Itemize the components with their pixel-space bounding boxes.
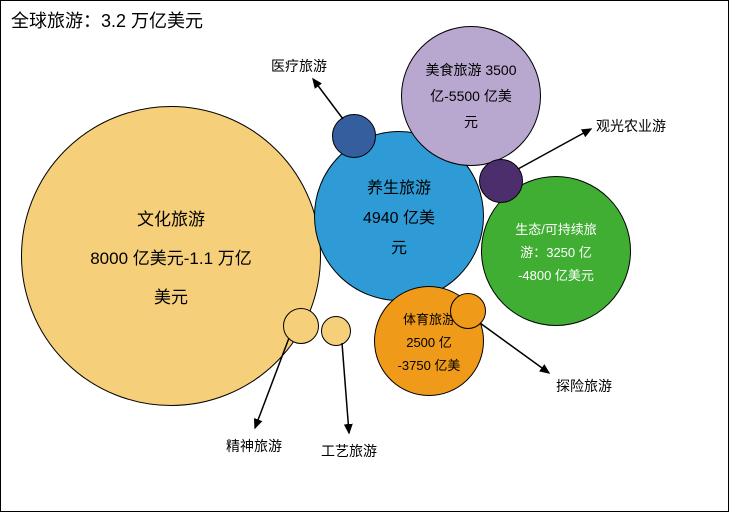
bubble-culinary-tourism: 美食旅游 3500 亿-5500 亿美 元 <box>401 26 541 166</box>
bubble-culinary-l2: 亿-5500 亿美 <box>430 86 512 106</box>
bubble-cultural-tourism: 文化旅游 8000 亿美元-1.1 万亿 美元 <box>21 106 321 406</box>
bubble-adventure-tourism <box>450 293 486 329</box>
bubble-culinary-l3: 元 <box>464 112 478 132</box>
bubble-sport-l1: 体育旅游 <box>403 309 455 328</box>
bubble-wellness-l1: 养生旅游 <box>367 174 431 198</box>
bubble-sport-l3: -3750 亿美 <box>398 355 461 374</box>
bubble-wellness-l2: 4940 亿美 <box>363 204 435 228</box>
bubble-cultural-l3: 美元 <box>154 283 188 308</box>
label-adventure-tourism: 探险旅游 <box>556 376 612 396</box>
chart-frame: 全球旅游：3.2 万亿美元 文化旅游 8000 亿美元-1.1 万亿 美元 养生… <box>0 0 729 512</box>
bubble-sport-l2: 2500 亿 <box>406 332 452 351</box>
label-medical-tourism: 医疗旅游 <box>271 56 327 76</box>
label-spiritual-tourism: 精神旅游 <box>226 436 282 456</box>
label-agritourism: 观光农业游 <box>596 116 666 136</box>
bubble-wellness-l3: 元 <box>391 234 407 258</box>
bubble-eco-l3: -4800 亿美元 <box>518 265 594 284</box>
bubble-medical-tourism <box>332 114 376 158</box>
bubble-cultural-l2: 8000 亿美元-1.1 万亿 <box>90 244 252 269</box>
chart-title: 全球旅游：3.2 万亿美元 <box>11 7 203 33</box>
bubble-eco-l1: 生态/可持续旅 <box>515 219 597 238</box>
label-craft-tourism: 工艺旅游 <box>321 441 377 461</box>
bubble-cultural-l1: 文化旅游 <box>137 205 205 230</box>
bubble-culinary-l1: 美食旅游 3500 <box>425 60 516 80</box>
bubble-craft-tourism <box>321 316 351 346</box>
bubble-spiritual-tourism <box>283 308 319 344</box>
bubble-eco-l2: 游：3250 亿 <box>520 242 592 261</box>
bubble-agritourism <box>479 159 523 203</box>
